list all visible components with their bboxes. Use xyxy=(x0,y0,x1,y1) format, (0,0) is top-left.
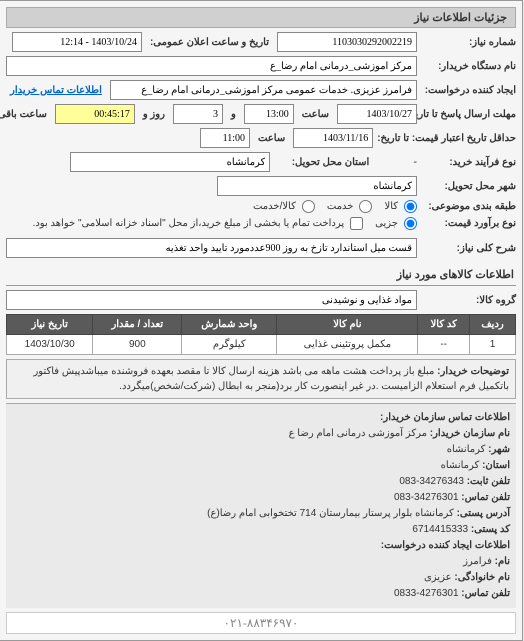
announce-dt-input[interactable] xyxy=(13,32,143,52)
radio-gs-label: کالا/خدمت xyxy=(254,201,297,212)
goods-section-title: اطلاعات کالاهای مورد نیاز xyxy=(7,264,517,286)
table-row[interactable]: 1 -- مکمل پروتئینی غذایی کیلوگرم 900 140… xyxy=(8,335,517,355)
contact-section: اطلاعات تماس سازمان خریدار: نام سازمان خ… xyxy=(7,403,517,608)
request-no-label: شماره نیاز: xyxy=(422,37,517,48)
requester-label: ایجاد کننده درخواست: xyxy=(422,85,517,96)
td-date: 1403/10/30 xyxy=(8,335,94,355)
goods-group-label: گروه کالا: xyxy=(422,295,517,306)
radio-goods-label: کالا xyxy=(385,201,399,212)
need-title-label: شرح کلی نیاز: xyxy=(422,243,517,254)
goods-group-input[interactable] xyxy=(7,290,418,310)
td-qty: 900 xyxy=(94,335,183,355)
c-phone-label: تلفن ثابت: xyxy=(468,476,511,487)
th-index: ردیف xyxy=(471,315,517,335)
c-addr-label: آدرس پستی: xyxy=(458,508,511,519)
price-valid-date-input[interactable] xyxy=(294,128,374,148)
c-lname-label: نام خانوادگی: xyxy=(455,572,511,583)
c-city: کرمانشاه xyxy=(448,444,487,455)
delivery-city-input[interactable] xyxy=(218,176,418,196)
row-requester: ایجاد کننده درخواست: اطلاعات تماس خریدار xyxy=(7,80,517,100)
goods-table: ردیف کد کالا نام کالا واحد شمارش تعداد /… xyxy=(7,314,517,355)
proc-type-label: نوع فرآیند خرید: xyxy=(422,157,517,168)
th-date: تاریخ نیاز xyxy=(8,315,94,335)
c-phone: 34276343-083 xyxy=(400,476,465,487)
contact-title: اطلاعات تماس سازمان خریدار: xyxy=(381,412,511,423)
delivery-state-input[interactable] xyxy=(71,152,271,172)
c-state-label: استان: xyxy=(483,460,511,471)
time-label-2: ساعت xyxy=(255,133,290,144)
row-goods-group: گروه کالا: xyxy=(7,290,517,310)
td-code: -- xyxy=(419,335,471,355)
row-request-no: شماره نیاز: تاریخ و ساعت اعلان عمومی: xyxy=(7,32,517,52)
deadline-time-input[interactable] xyxy=(245,104,295,124)
footer-phone: ۰۲۱-۸۸۳۴۶۹۷۰ xyxy=(7,612,517,634)
panel-header: جزئیات اطلاعات نیاز xyxy=(7,7,517,28)
deadline-date-input[interactable] xyxy=(338,104,418,124)
price-valid-time-input[interactable] xyxy=(201,128,251,148)
c-zip: 6714415333 xyxy=(413,524,469,535)
c-fax: 34276301-083 xyxy=(395,492,460,503)
c-org: مرکز آموزشی درمانی امام رضا ع xyxy=(290,428,428,439)
radio-goods[interactable] xyxy=(405,200,418,213)
buyer-note: توضیحات خریدار: مبلغ باز پرداخت هشت ماهه… xyxy=(7,359,517,399)
c-fax-label: تلفن تماس: xyxy=(462,492,511,503)
main-panel: جزئیات اطلاعات نیاز شماره نیاز: تاریخ و … xyxy=(0,0,524,641)
creator-title: اطلاعات ایجاد کننده درخواست: xyxy=(382,540,511,551)
day-label: روز و xyxy=(140,109,170,120)
row-subject-cat: طبقه بندی موضوعی: کالا خدمت کالا/خدمت xyxy=(7,200,517,213)
payment-label: نوع برآورد قیمت: xyxy=(422,218,517,229)
row-price-valid: حداقل تاریخ اعتبار قیمت: تا تاریخ: ساعت xyxy=(7,128,517,148)
td-name: مکمل پروتئینی غذایی xyxy=(278,335,419,355)
time-label-1: ساعت xyxy=(299,109,334,120)
buyer-org-input[interactable] xyxy=(7,56,418,76)
need-title-input[interactable] xyxy=(7,238,418,258)
th-code: کد کالا xyxy=(419,315,471,335)
c-cfax-label: تلفن تماس: xyxy=(462,588,511,599)
radio-partial-label: جزیی xyxy=(376,218,399,229)
td-unit: کیلوگرم xyxy=(183,335,278,355)
c-state: کرمانشاه xyxy=(442,460,481,471)
c-city-label: شهر: xyxy=(489,444,511,455)
proc-type-value: - xyxy=(414,156,418,168)
checkbox-full[interactable] xyxy=(351,217,364,230)
td-index: 1 xyxy=(471,335,517,355)
requester-input[interactable] xyxy=(111,80,418,100)
row-payment: نوع برآورد قیمت: جزیی پرداخت تمام یا بخش… xyxy=(7,217,517,230)
th-name: نام کالا xyxy=(278,315,419,335)
table-header-row: ردیف کد کالا نام کالا واحد شمارش تعداد /… xyxy=(8,315,517,335)
remaining-label: ساعت باقی مانده xyxy=(0,109,52,120)
row-deadline: مهلت ارسال پاسخ تا تاریخ: ساعت و روز و س… xyxy=(7,104,517,124)
announce-dt-label: تاریخ و ساعت اعلان عمومی: xyxy=(147,37,274,48)
c-cfax: 4276301-0833 xyxy=(395,588,460,599)
deadline-label: مهلت ارسال پاسخ تا تاریخ: xyxy=(422,109,517,120)
radio-partial[interactable] xyxy=(405,217,418,230)
radio-gs[interactable] xyxy=(303,200,316,213)
subject-cat-label: طبقه بندی موضوعی: xyxy=(422,201,517,212)
th-unit: واحد شمارش xyxy=(183,315,278,335)
c-org-label: نام سازمان خریدار: xyxy=(431,428,511,439)
th-qty: تعداد / مقدار xyxy=(94,315,183,335)
radio-service[interactable] xyxy=(360,200,373,213)
delivery-city-label: شهر محل تحویل: xyxy=(422,181,517,192)
row-buyer-org: نام دستگاه خریدار: xyxy=(7,56,517,76)
delivery-state-label: استان محل تحویل: xyxy=(275,157,370,168)
buyer-contact-link[interactable]: اطلاعات تماس خریدار xyxy=(7,85,107,96)
price-valid-label: حداقل تاریخ اعتبار قیمت: تا تاریخ: xyxy=(378,133,517,144)
checkbox-full-label: پرداخت تمام یا بخشی از مبلغ خرید،از محل … xyxy=(34,218,346,229)
c-lname: عزیزی xyxy=(425,572,453,583)
days-input[interactable] xyxy=(174,104,224,124)
radio-service-label: خدمت xyxy=(328,201,355,212)
row-delivery-city: شهر محل تحویل: xyxy=(7,176,517,196)
buyer-org-label: نام دستگاه خریدار: xyxy=(422,61,517,72)
note-label: توضیحات خریدار: xyxy=(438,366,510,377)
c-addr: کرمانشاه بلوار پرستار بیمارستان 714 تختخ… xyxy=(208,508,455,519)
c-name: فرامرز xyxy=(464,556,493,567)
and-label: و xyxy=(228,109,241,120)
countdown-input xyxy=(56,104,136,124)
c-name-label: نام: xyxy=(496,556,511,567)
request-no-input[interactable] xyxy=(278,32,418,52)
row-proc-type: نوع فرآیند خرید: - استان محل تحویل: xyxy=(7,152,517,172)
c-zip-label: کد پستی: xyxy=(472,524,511,535)
row-need-title: شرح کلی نیاز: xyxy=(7,238,517,258)
